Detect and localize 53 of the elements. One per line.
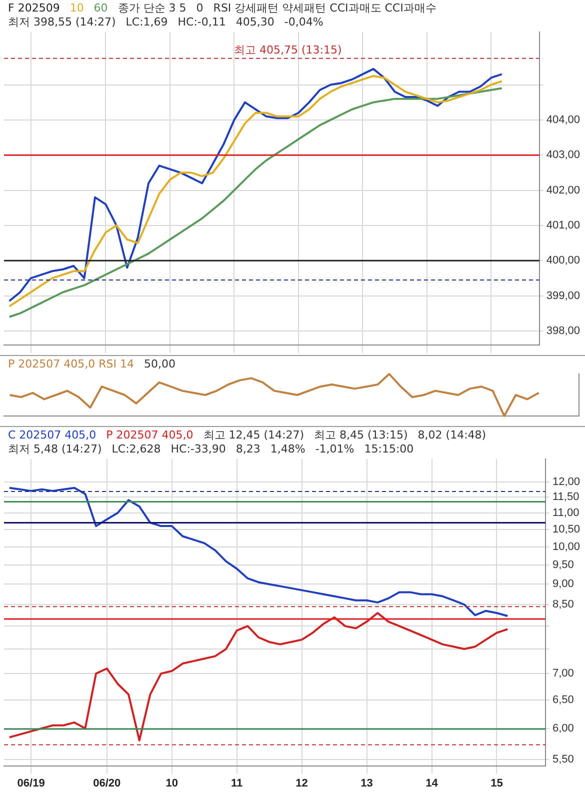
y-tick-label: 10,50 (552, 523, 580, 536)
text: C 202507 405,0 (8, 428, 96, 442)
y-tick-label: 6,50 (552, 694, 574, 706)
ref-line-label: 최고 405,75 (13:15) (234, 44, 342, 57)
y-tick-label: 404,00 (546, 114, 580, 126)
text: HC:-0,11 (178, 15, 226, 28)
y-tick-label: 12,00 (552, 476, 580, 488)
text: -0,04% (284, 15, 324, 28)
text: 1,48% (270, 442, 306, 456)
y-tick-label: 11,00 (552, 506, 580, 519)
y-tick-label: 402,00 (546, 184, 580, 196)
y-tick-label: 7,00 (552, 668, 574, 680)
text: 8,02 (14:48) (418, 428, 486, 442)
text: 8,23 (236, 442, 260, 456)
y-tick-label: 10,00 (552, 540, 580, 553)
x-tick-label: 11 (231, 777, 243, 790)
text: 50,00 (144, 357, 176, 370)
text: 최저 398,55 (14:27) (8, 15, 116, 28)
y-tick-label: 400,00 (546, 254, 580, 267)
text: 60 (94, 1, 108, 14)
y-tick-label: 401,00 (546, 219, 580, 232)
text: RSI 강세패턴 약세패턴 CCI과매도 CCI과매수 (213, 1, 436, 14)
y-tick-label: 8,50 (552, 598, 574, 611)
text: HC:-33,90 (170, 442, 226, 456)
y-tick-label: 403,00 (546, 149, 580, 162)
y-tick-label: 6,00 (552, 722, 574, 734)
text: P 202507 405,0 (106, 428, 194, 442)
text: LC:2,628 (112, 442, 161, 456)
y-tick-label: 9,50 (552, 559, 574, 572)
y-tick-label: 5,50 (552, 753, 574, 766)
x-tick-label: 10 (166, 777, 178, 790)
y-tick-label: 398,00 (546, 324, 580, 337)
text: 최저 5,48 (14:27) (8, 442, 102, 456)
x-tick-label: 06/20 (93, 777, 121, 790)
x-tick-label: 14 (426, 777, 439, 790)
y-tick-label: 399,00 (546, 290, 580, 302)
x-tick-label: 12 (296, 777, 308, 790)
text: P 202507 405,0 RSI 14 (8, 357, 134, 370)
x-tick-label: 06/19 (17, 777, 45, 790)
text: LC:1,69 (126, 15, 168, 28)
text: 최고 12,45 (14:27) (203, 428, 304, 442)
text: 10 (70, 1, 84, 14)
text: 15:15:00 (364, 442, 414, 456)
text: 0 (196, 1, 204, 14)
y-tick-label: 9,00 (552, 578, 574, 590)
text: 최고 8,45 (13:15) (314, 428, 408, 442)
x-tick-label: 13 (360, 777, 373, 790)
y-tick-label: 11,50 (552, 491, 580, 504)
text: 종가 단순 3 5 (118, 1, 186, 14)
text: 405,30 (236, 15, 274, 28)
x-tick-label: 15 (490, 777, 503, 790)
chart-title: F 202509 (8, 1, 60, 14)
text: -1,01% (315, 442, 354, 456)
